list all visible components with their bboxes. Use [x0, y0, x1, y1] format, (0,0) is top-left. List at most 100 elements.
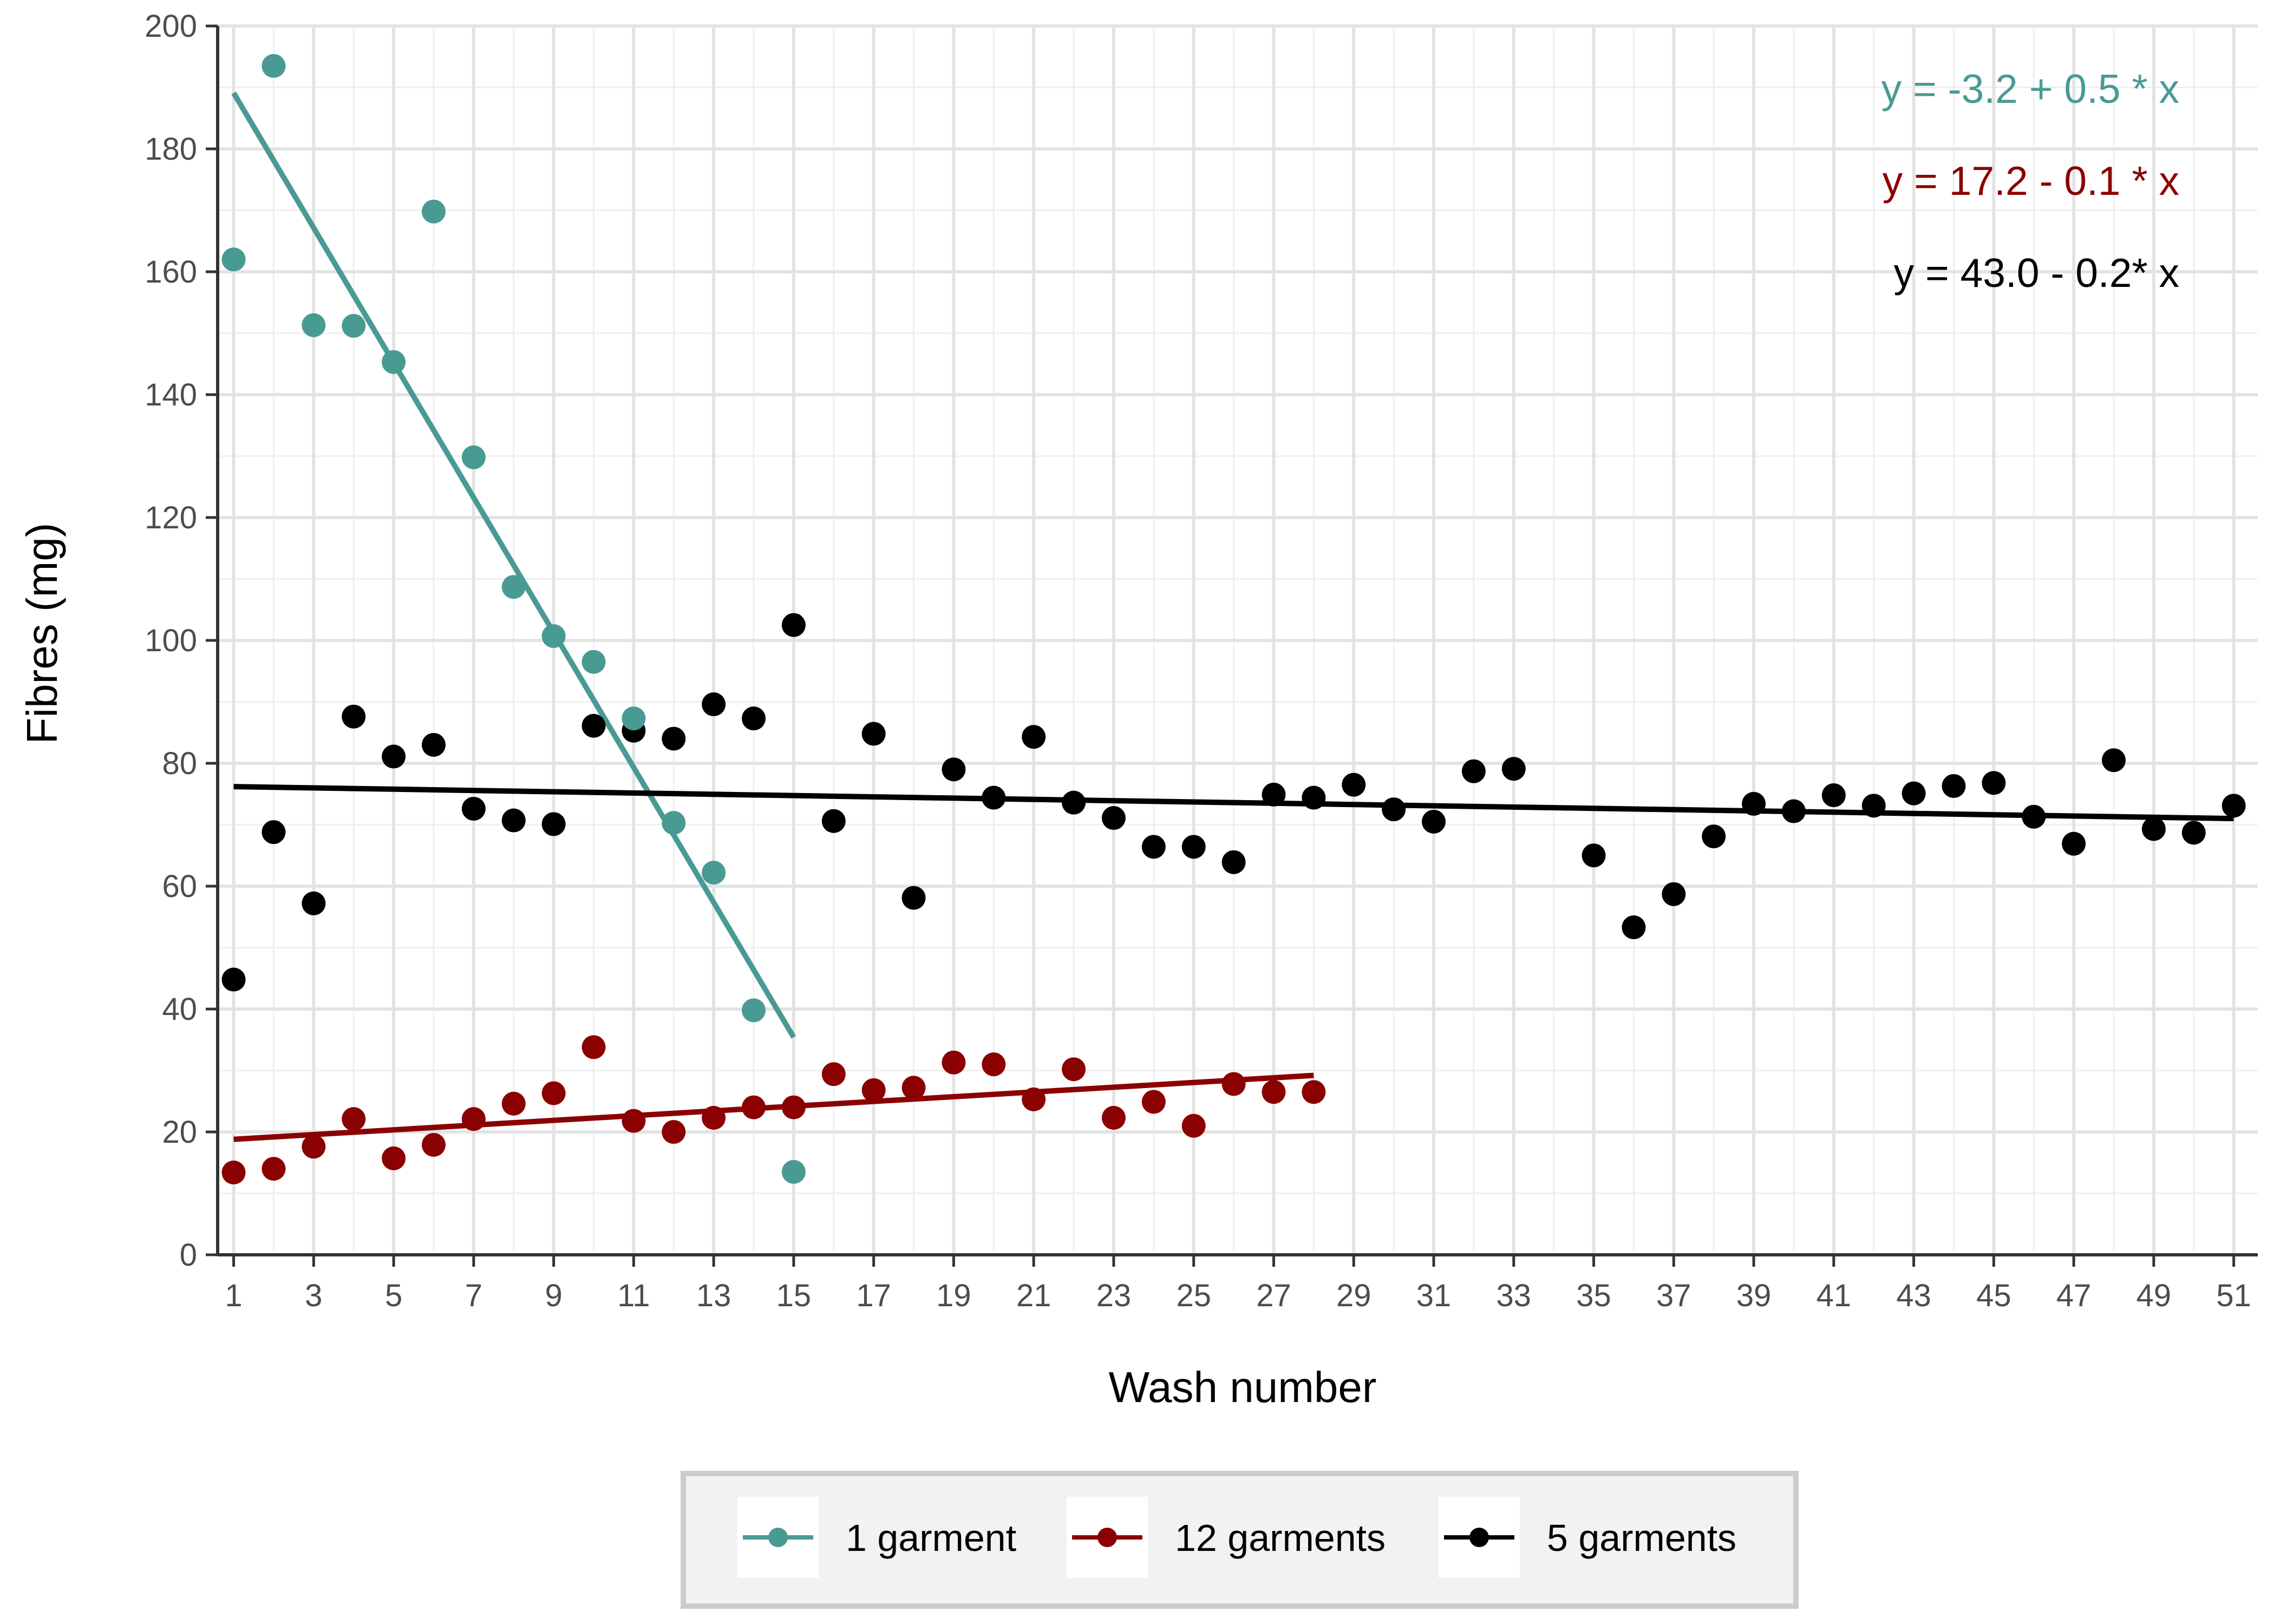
- y-tick-label: 40: [162, 992, 197, 1027]
- legend: 1 garment 12 garments 5 garments: [681, 1471, 1799, 1609]
- legend-item-1-garment[interactable]: 1 garment: [737, 1497, 1016, 1578]
- data-point-series-1: [702, 1105, 726, 1130]
- data-point-series-2: [1942, 774, 1966, 798]
- data-point-series-1: [662, 1120, 686, 1144]
- x-tick-label: 37: [1656, 1278, 1691, 1313]
- data-point-series-1: [1022, 1087, 1046, 1111]
- data-point-series-2: [1221, 850, 1246, 874]
- legend-marker-12-garments: [1097, 1528, 1117, 1547]
- y-tick-label: 80: [162, 746, 197, 781]
- data-point-series-2: [1262, 782, 1286, 807]
- data-point-series-2: [1622, 915, 1646, 940]
- data-point-series-1: [1262, 1080, 1286, 1104]
- legend-box: [681, 1471, 1799, 1609]
- data-point-series-1: [821, 1062, 846, 1086]
- data-point-series-2: [1101, 806, 1126, 830]
- data-point-series-1: [221, 1160, 246, 1184]
- x-tick-label: 29: [1336, 1278, 1371, 1313]
- x-tick-label: 3: [305, 1278, 322, 1313]
- y-tick-label: 120: [145, 500, 197, 535]
- x-tick-label: 49: [2136, 1278, 2172, 1313]
- data-point-series-2: [581, 713, 606, 738]
- data-point-series-0: [461, 445, 486, 469]
- data-point-series-0: [342, 313, 366, 338]
- data-point-series-2: [1022, 725, 1046, 749]
- data-point-series-2: [821, 809, 846, 833]
- data-point-series-2: [382, 744, 406, 769]
- data-point-series-2: [942, 757, 966, 782]
- x-tick-label: 31: [1416, 1278, 1452, 1313]
- legend-label-5-garments: 5 garments: [1547, 1517, 1736, 1559]
- data-point-series-0: [622, 706, 646, 731]
- fit-line-series-2: [233, 784, 2234, 822]
- data-point-series-0: [221, 247, 246, 272]
- x-tick-label: 17: [856, 1278, 891, 1313]
- x-tick-label: 41: [1816, 1278, 1852, 1313]
- data-point-series-1: [541, 1081, 566, 1105]
- fit-line-series-1: [233, 1072, 1314, 1142]
- data-point-series-2: [461, 796, 486, 821]
- y-tick-label: 160: [145, 254, 197, 290]
- data-point-series-0: [262, 54, 286, 78]
- x-tick-label: 45: [1976, 1278, 2011, 1313]
- data-point-series-0: [662, 811, 686, 835]
- data-point-series-1: [861, 1078, 886, 1102]
- data-point-series-2: [501, 808, 526, 833]
- fit-lines: [231, 91, 2234, 1142]
- legend-label-12-garments: 12 garments: [1175, 1517, 1386, 1559]
- x-tick-label: 51: [2216, 1278, 2251, 1313]
- x-tick-label: 5: [385, 1278, 402, 1313]
- data-point-series-2: [1342, 772, 1366, 797]
- x-tick-label: 47: [2056, 1278, 2092, 1313]
- data-point-series-2: [1302, 785, 1326, 810]
- data-point-series-0: [382, 350, 406, 374]
- data-point-series-1: [262, 1157, 286, 1181]
- x-tick-label: 9: [545, 1278, 562, 1313]
- data-point-series-2: [2141, 817, 2166, 841]
- data-point-series-2: [1742, 791, 1766, 816]
- y-tick-label: 200: [145, 9, 197, 44]
- y-tick-labels: 0 20 40 60 80 100 120 140 160 180 200: [145, 9, 197, 1273]
- data-point-series-2: [421, 732, 446, 757]
- data-point-series-2: [1062, 790, 1086, 815]
- x-axis-title: Wash number: [1109, 1363, 1377, 1411]
- data-point-series-2: [1901, 781, 1926, 806]
- equation-1-garment: y = -3.2 + 0.5 * x: [1881, 66, 2179, 112]
- x-tick-label: 35: [1576, 1278, 1611, 1313]
- data-point-series-2: [1702, 824, 1726, 849]
- x-tick-label: 23: [1096, 1278, 1132, 1313]
- y-tick-label: 140: [145, 377, 197, 412]
- x-tick-label: 25: [1176, 1278, 1211, 1313]
- data-point-series-2: [742, 706, 766, 731]
- data-point-series-0: [421, 199, 446, 224]
- data-point-series-2: [982, 785, 1006, 810]
- axes: [206, 24, 2258, 1267]
- x-tick-labels: 1 3 5 7 9 11 13 15 17 19 21 23 25 27 29 31 33 35 37 39 41 43 4…: [225, 1278, 2251, 1313]
- y-axis-title: Fibres (mg): [18, 523, 66, 744]
- data-point-series-1: [382, 1146, 406, 1170]
- data-point-series-1: [1101, 1105, 1126, 1130]
- legend-item-5-garments[interactable]: 5 garments: [1439, 1497, 1736, 1578]
- data-point-series-2: [662, 726, 686, 751]
- data-point-series-1: [302, 1135, 326, 1159]
- data-point-series-2: [1461, 759, 1486, 783]
- x-tick-label: 13: [696, 1278, 731, 1313]
- data-point-series-2: [1141, 835, 1166, 859]
- x-tick-label: 21: [1016, 1278, 1051, 1313]
- data-point-series-2: [1582, 843, 1606, 868]
- equation-12-garments: y = 17.2 - 0.1 * x: [1883, 158, 2179, 204]
- data-point-series-1: [781, 1095, 806, 1119]
- data-point-series-1: [1062, 1057, 1086, 1082]
- data-point-series-1: [1221, 1072, 1246, 1096]
- data-point-series-1: [581, 1035, 606, 1059]
- data-point-series-2: [702, 692, 726, 717]
- data-point-series-2: [2221, 794, 2246, 818]
- data-point-series-2: [1382, 797, 1406, 822]
- x-tick-label: 7: [465, 1278, 482, 1313]
- data-point-series-2: [302, 891, 326, 915]
- legend-item-12-garments[interactable]: 12 garments: [1067, 1497, 1386, 1578]
- data-point-series-2: [342, 704, 366, 729]
- data-point-series-2: [221, 967, 246, 992]
- data-point-series-2: [2062, 831, 2086, 856]
